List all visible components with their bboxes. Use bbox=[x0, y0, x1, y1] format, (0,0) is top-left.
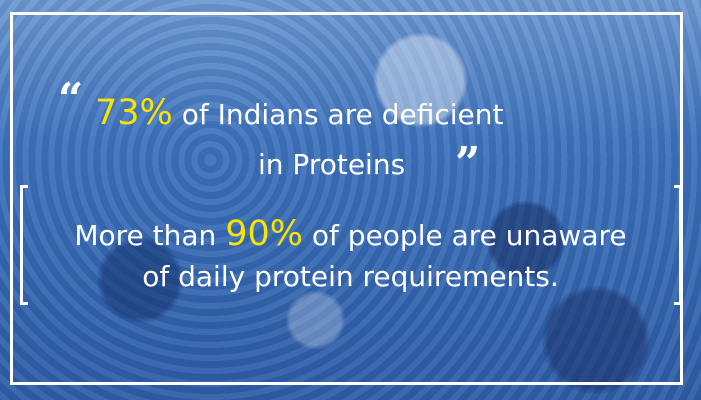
fact-line-1: More than 90% of people are unaware bbox=[0, 214, 701, 254]
fact-line-1-text: of people are unaware bbox=[303, 219, 627, 252]
quote-line-2: in Proteins bbox=[258, 148, 406, 181]
close-quote-icon: ” bbox=[455, 138, 481, 189]
quote-line-1: 73% of Indians are deficient bbox=[95, 93, 503, 133]
white-frame-border bbox=[10, 12, 683, 385]
quote-highlight: 73% bbox=[95, 93, 173, 133]
fact-highlight: 90% bbox=[225, 214, 303, 254]
quote-line-1-text: of Indians are deficient bbox=[172, 98, 504, 131]
fact-prefix: More than bbox=[74, 219, 226, 252]
open-quote-icon: “ bbox=[58, 74, 84, 125]
right-bracket bbox=[674, 185, 682, 305]
left-bracket bbox=[20, 185, 28, 305]
fact-line-2: of daily protein requirements. bbox=[142, 260, 559, 293]
